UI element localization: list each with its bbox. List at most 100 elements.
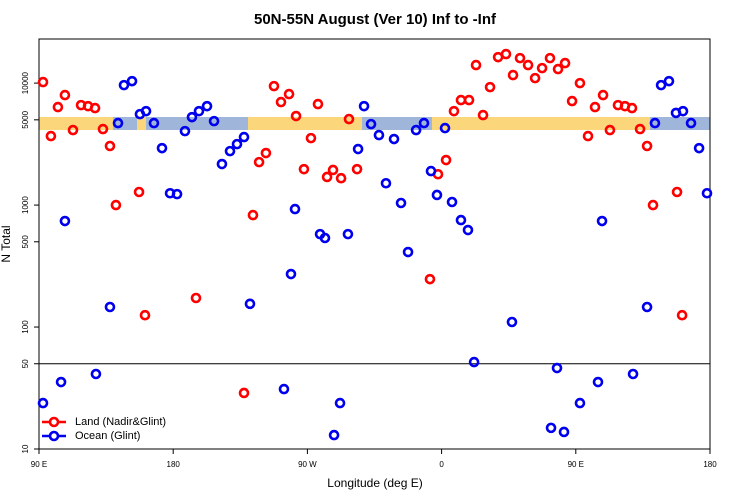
data-point: [693, 142, 705, 154]
data-point: [566, 95, 578, 107]
y-tick-label: 1000: [21, 196, 30, 214]
data-point: [278, 383, 290, 395]
data-point: [544, 52, 556, 64]
data-point: [463, 94, 475, 106]
data-point: [647, 199, 659, 211]
data-point: [373, 129, 385, 141]
data-point: [470, 59, 482, 71]
data-point: [468, 356, 480, 368]
data-point: [244, 298, 256, 310]
data-point: [388, 133, 400, 145]
data-point: [365, 118, 377, 130]
data-point: [179, 125, 191, 137]
data-point: [446, 196, 458, 208]
data-point: [506, 316, 518, 328]
plot-frame: [38, 38, 711, 450]
data-point: [522, 59, 534, 71]
data-point: [328, 429, 340, 441]
data-point: [268, 80, 280, 92]
data-point: [37, 76, 49, 88]
legend-label: Land (Nadir&Glint): [75, 416, 166, 428]
data-point: [701, 187, 713, 199]
data-point: [677, 105, 689, 117]
data-point: [321, 171, 333, 183]
x-tick-label: 90 W: [298, 460, 317, 469]
data-point: [589, 101, 601, 113]
data-point: [290, 110, 302, 122]
data-point: [253, 156, 265, 168]
data-point: [283, 88, 295, 100]
y-tick-label: 5000: [21, 110, 30, 128]
data-point: [484, 81, 496, 93]
data-point: [231, 138, 243, 150]
data-point: [425, 165, 437, 177]
land-strip: [248, 117, 362, 130]
data-point: [190, 292, 202, 304]
y-axis-label: N Total: [0, 225, 13, 262]
data-point: [126, 75, 138, 87]
data-point: [89, 102, 101, 114]
data-point: [641, 301, 653, 313]
data-point: [140, 105, 152, 117]
data-point: [285, 268, 297, 280]
land-strip: [39, 117, 113, 130]
data-point: [275, 96, 287, 108]
data-point: [536, 62, 548, 74]
data-point: [104, 301, 116, 313]
data-point: [59, 89, 71, 101]
data-point: [477, 109, 489, 121]
data-point: [634, 123, 646, 135]
data-point: [148, 117, 160, 129]
data-point: [545, 422, 557, 434]
data-point: [156, 142, 168, 154]
data-point: [305, 132, 317, 144]
data-point: [455, 214, 467, 226]
data-point: [133, 186, 145, 198]
data-point: [118, 79, 130, 91]
data-point: [358, 100, 370, 112]
data-point: [574, 397, 586, 409]
data-point: [592, 376, 604, 388]
data-point: [247, 209, 259, 221]
data-point: [342, 228, 354, 240]
data-point: [97, 123, 109, 135]
data-point: [343, 113, 355, 125]
data-point: [327, 164, 339, 176]
land-strip: [432, 117, 650, 130]
data-point: [574, 77, 586, 89]
data-point: [208, 115, 220, 127]
data-point: [380, 177, 392, 189]
data-point: [289, 203, 301, 215]
data-point: [649, 117, 661, 129]
data-point: [352, 143, 364, 155]
x-axis-label: Longitude (deg E): [327, 476, 422, 490]
data-point: [319, 232, 331, 244]
data-point: [410, 124, 422, 136]
data-point: [448, 105, 460, 117]
data-point: [596, 215, 608, 227]
data-point: [260, 147, 272, 159]
y-tick-label: 10000: [21, 71, 30, 94]
y-tick-label: 10: [21, 444, 30, 453]
data-point: [171, 188, 183, 200]
x-tick-label: 180: [167, 460, 181, 469]
x-tick-label: 90 E: [568, 460, 584, 469]
y-tick-label: 50: [21, 359, 30, 368]
x-tick-label: 90 E: [31, 460, 47, 469]
data-point: [676, 309, 688, 321]
data-point: [424, 273, 436, 285]
legend-marker: [48, 416, 60, 428]
data-point: [558, 426, 570, 438]
data-point: [402, 246, 414, 258]
data-point: [238, 131, 250, 143]
data-point: [139, 309, 151, 321]
data-point: [334, 397, 346, 409]
chart-title: 50N-55N August (Ver 10) Inf to -Inf: [254, 11, 497, 28]
data-point: [418, 117, 430, 129]
y-tick-label: 100: [21, 320, 30, 334]
land-strip: [137, 117, 146, 130]
data-point: [104, 140, 116, 152]
data-point: [514, 52, 526, 64]
data-point: [439, 122, 451, 134]
